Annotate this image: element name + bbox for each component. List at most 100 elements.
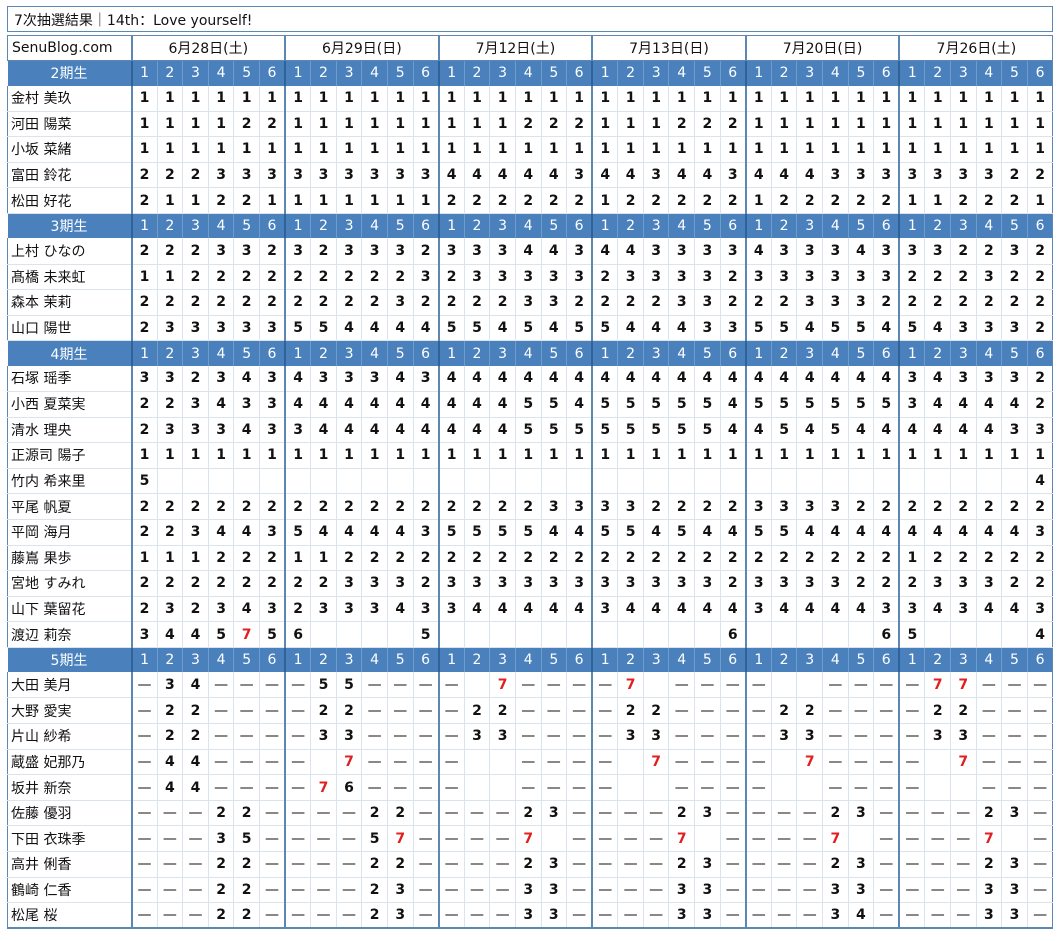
result-cell <box>284 468 311 495</box>
result-cell <box>566 621 593 648</box>
result-cell: — <box>437 774 465 801</box>
result-cell: — <box>284 774 311 801</box>
result-cell: — <box>437 697 465 725</box>
result-cell: — <box>744 902 772 930</box>
result-cell: 3 <box>156 596 183 623</box>
result-cell: 3 <box>258 519 286 546</box>
result-cell: 1 <box>361 85 388 112</box>
slot-number: 3 <box>950 340 977 366</box>
member-row: 渡辺 莉奈 3 4 4 5 7 5 6 5 6 6 5 4 <box>7 621 1054 648</box>
result-cell: 3 <box>950 723 977 750</box>
result-cell: 2 <box>233 264 260 291</box>
result-cell: 3 <box>540 877 567 904</box>
member-row: 下田 衣珠季 — — —3 5— — — —5 7— — — —7— — — —7— — — —7— — — —7— <box>7 825 1054 853</box>
result-cell: — <box>335 825 362 853</box>
result-cell: 1 <box>975 136 1002 163</box>
slot-number: 2 <box>770 647 797 673</box>
slot-number: 2 <box>924 60 951 86</box>
result-cell: — <box>130 800 158 827</box>
result-cell: 3 <box>361 238 388 265</box>
result-cell: 5 <box>694 391 721 418</box>
result-cell: 2 <box>156 519 183 546</box>
slot-number: 4 <box>361 60 388 86</box>
slot-number: 2 <box>156 213 183 239</box>
result-cell: 5 <box>668 519 695 546</box>
result-cell: — <box>924 800 951 827</box>
result-cell: — <box>258 672 286 699</box>
result-cell: 3 <box>540 264 567 291</box>
result-cell: 2 <box>796 545 823 572</box>
result-cell: 1 <box>847 136 874 163</box>
result-cell: 3 <box>514 902 541 930</box>
result-cell: 1 <box>668 85 695 112</box>
result-cell: 3 <box>233 162 260 189</box>
result-cell: — <box>437 800 465 827</box>
result-cell: — <box>130 672 158 699</box>
result-cell: — <box>591 851 618 878</box>
result-cell: 4 <box>591 162 618 189</box>
result-cell: 2 <box>924 264 951 291</box>
slot-number: 6 <box>412 340 439 366</box>
slot-number: 5 <box>847 213 874 239</box>
result-cell: 1 <box>156 545 183 572</box>
result-cell: 4 <box>924 365 951 392</box>
result-cell: 3 <box>694 315 721 342</box>
result-cell: 2 <box>950 187 977 214</box>
result-cell: — <box>156 851 183 878</box>
result-cell <box>258 468 286 495</box>
result-cell: 5 <box>412 621 439 648</box>
result-cell <box>873 468 900 495</box>
sheet-title: 7次抽選結果｜14th：Love yourself! <box>14 13 253 29</box>
result-cell: 5 <box>284 315 311 342</box>
result-cell: — <box>719 851 746 878</box>
result-cell: 3 <box>540 493 567 520</box>
result-cell: 3 <box>463 238 490 265</box>
member-row: 山下 葉留花 2 3 2 3 4 3 2 3 3 3 4 3 3 4 4 4 4 4 3 4 4 4 4 4 3 4 4 4 4 3 3 4 3 4… <box>7 596 1054 623</box>
member-name: 森本 茉莉 <box>7 289 132 316</box>
result-cell: — <box>258 800 286 827</box>
member-name: 河田 陽菜 <box>7 111 132 138</box>
result-cell: 4 <box>694 519 721 546</box>
date-header: 7月12日(土) <box>437 35 593 61</box>
result-cell: 4 <box>566 596 593 623</box>
result-cell: 1 <box>182 111 209 138</box>
member-name: 松尾 桜 <box>7 902 132 930</box>
result-cell: 2 <box>873 570 900 597</box>
result-cell: 3 <box>207 162 234 189</box>
result-cell: 2 <box>361 289 388 316</box>
result-cell: 3 <box>207 825 234 853</box>
result-cell: 1 <box>770 136 797 163</box>
slot-number: 6 <box>719 647 746 673</box>
result-cell: — <box>847 774 874 801</box>
result-cell: — <box>258 774 286 801</box>
result-cell: — <box>950 800 977 827</box>
result-cell: 3 <box>335 723 362 750</box>
slot-number: 1 <box>744 647 772 673</box>
generation-header-row: 3期生 1 2 3 4 5 6 1 2 3 4 5 6 1 2 3 4 5 6 1 2 3 4 5 6 1 2 3 4 5 6 1 2 3 4 5 6 <box>7 213 1054 239</box>
result-cell: 3 <box>950 365 977 392</box>
result-cell: 6 <box>284 621 311 648</box>
result-cell: 1 <box>822 85 849 112</box>
result-cell: — <box>386 672 414 699</box>
slot-number: 1 <box>591 60 618 86</box>
result-cell: 3 <box>770 570 797 597</box>
result-cell: — <box>950 851 977 878</box>
slot-number: 2 <box>924 213 951 239</box>
result-cell: — <box>437 749 465 776</box>
result-cell: 4 <box>796 519 823 546</box>
result-cell: 1 <box>182 545 209 572</box>
slot-number: 3 <box>182 60 209 86</box>
result-cell: 3 <box>233 315 260 342</box>
result-cell: — <box>873 877 900 904</box>
result-cell <box>1001 825 1028 853</box>
result-cell: — <box>898 672 925 699</box>
result-cell: 2 <box>1001 187 1028 214</box>
result-cell: 2 <box>950 697 977 725</box>
member-row: 坂井 新奈 —4 4— — — —7 6— — — — — — — — — — — — — — — — — — — <box>7 774 1054 801</box>
result-cell: 4 <box>898 519 925 546</box>
result-cell: 3 <box>335 596 362 623</box>
slot-number: 5 <box>847 647 874 673</box>
result-cell: 4 <box>284 365 311 392</box>
slot-number: 3 <box>796 60 823 86</box>
result-cell: 2 <box>386 545 414 572</box>
